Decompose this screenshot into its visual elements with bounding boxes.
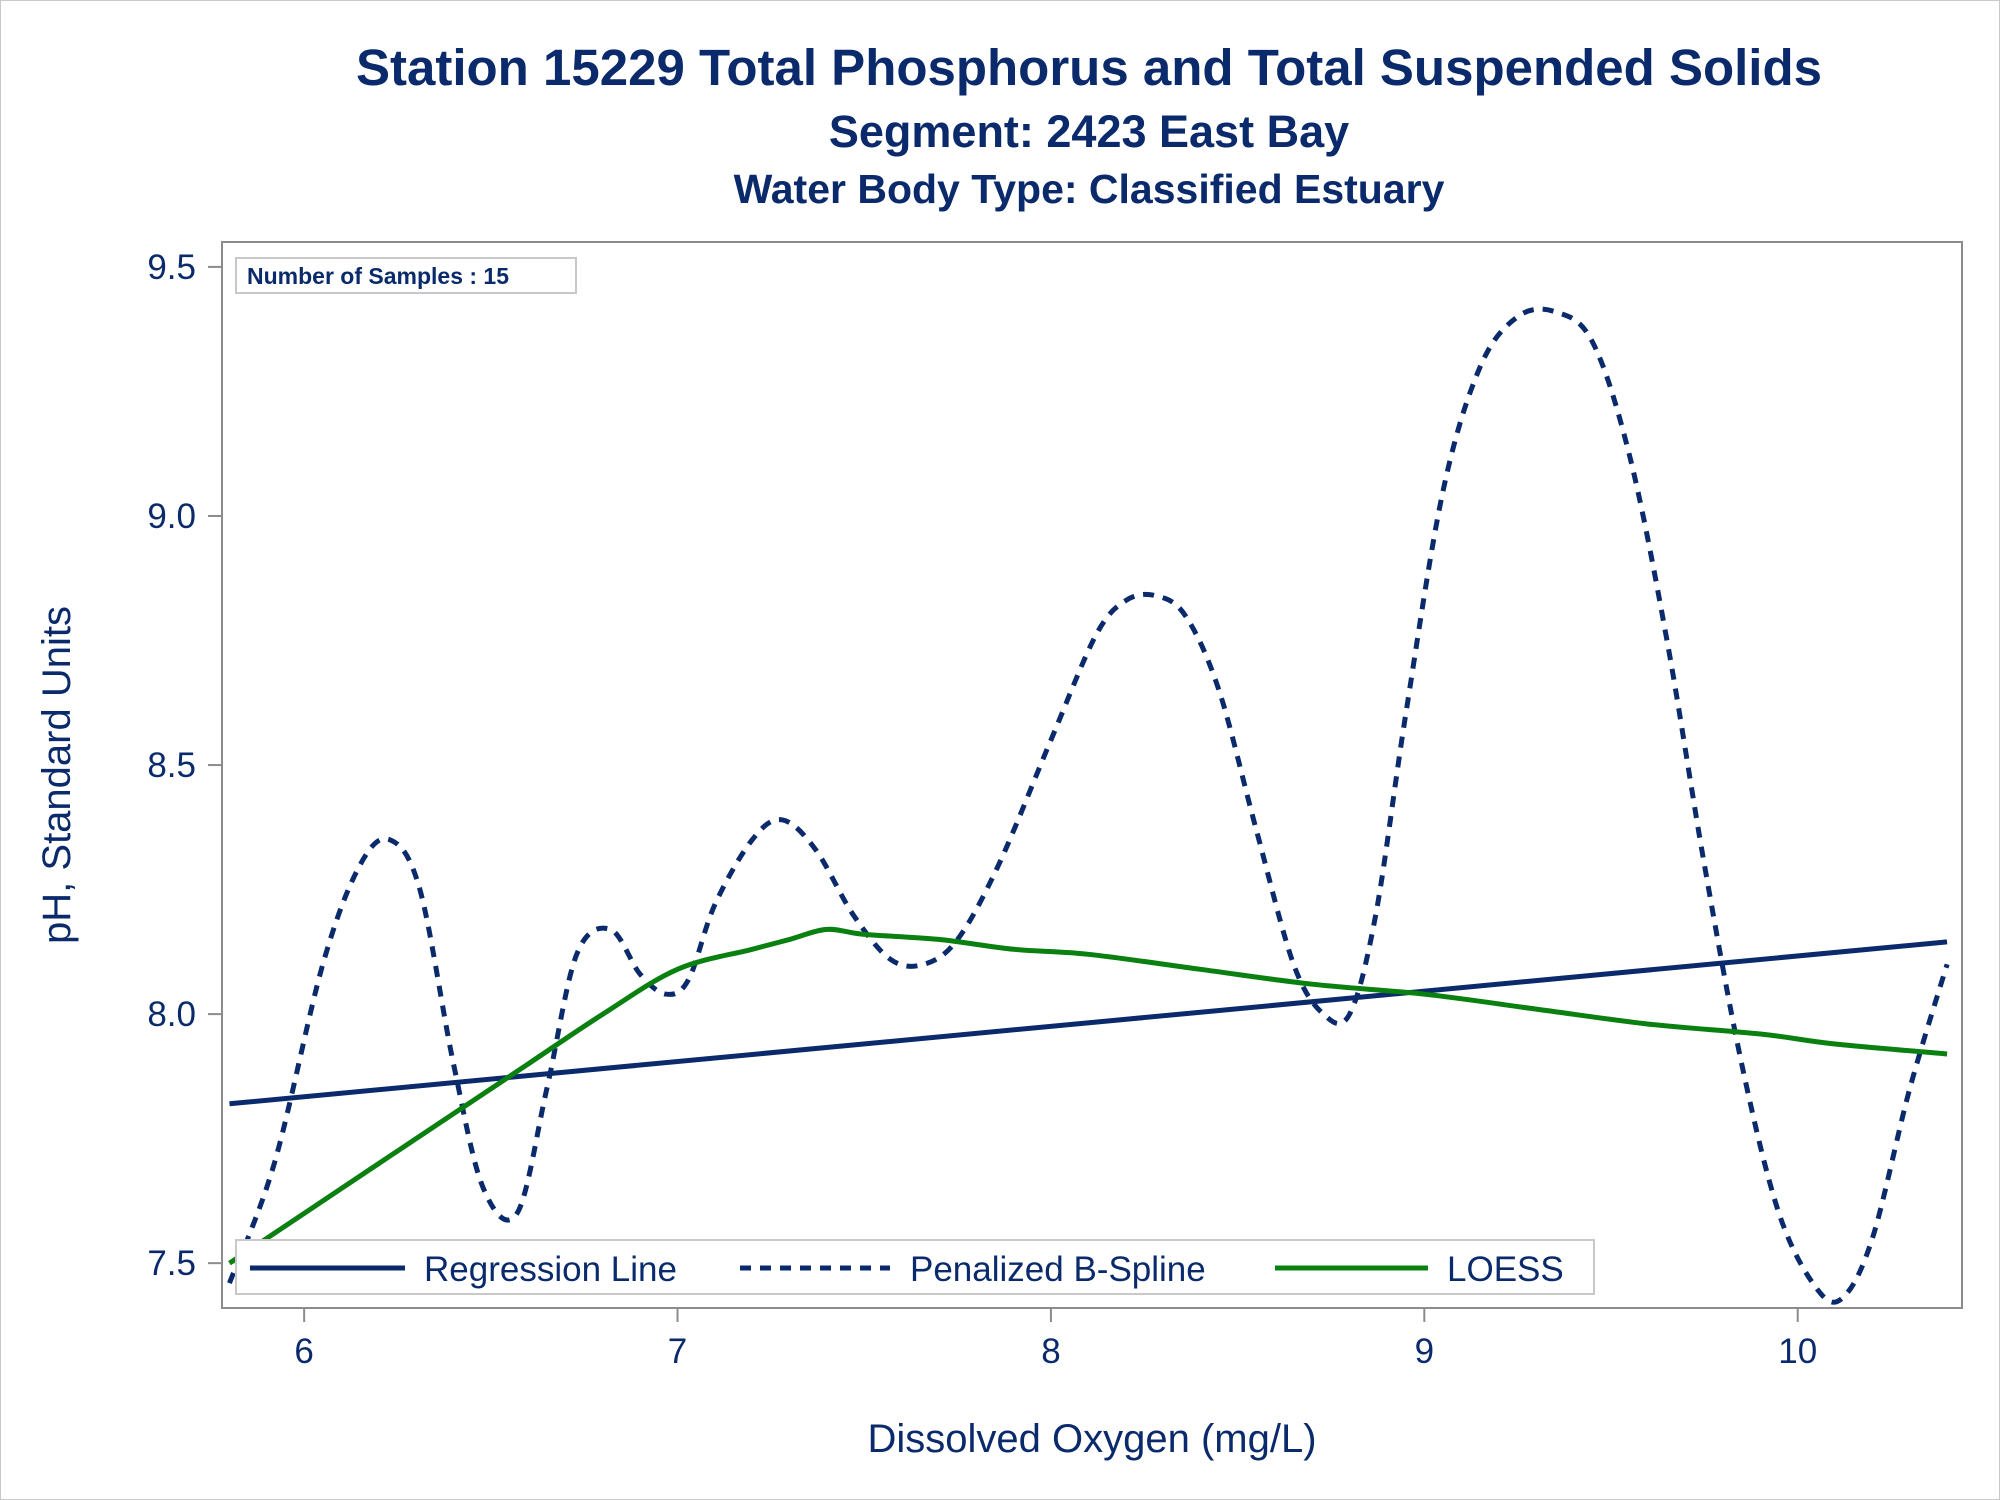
sample-count-inset: Number of Samples : 15 xyxy=(235,257,577,294)
y-axis-label: pH, Standard Units xyxy=(35,606,79,944)
sample-count-box xyxy=(235,257,577,294)
series-layer xyxy=(227,306,1950,1305)
x-tick-label: 7 xyxy=(668,1332,687,1371)
sample-count-label: Number of Samples : 15 xyxy=(247,263,509,289)
x-axis-ticks: 6 7 8 9 10 xyxy=(294,1308,1817,1371)
legend-label-penalized-b-spline-line: Penalized B-Spline xyxy=(910,1250,1206,1289)
y-tick-label: 9.5 xyxy=(147,248,196,287)
chart-subtitle-water-body: Water Body Type: Classified Estuary xyxy=(733,166,1445,212)
x-tick-label: 8 xyxy=(1041,1332,1060,1371)
x-tick-label: 9 xyxy=(1415,1332,1434,1371)
plot-area-frame xyxy=(221,241,1963,1309)
y-tick-label: 7.5 xyxy=(147,1244,196,1283)
y-tick-label: 9.0 xyxy=(147,497,196,536)
x-tick-label: 10 xyxy=(1778,1332,1817,1371)
y-tick-label: 8.0 xyxy=(147,995,196,1034)
x-axis-label: Dissolved Oxygen (mg/L) xyxy=(867,1417,1316,1461)
penalized-b-spline-line xyxy=(227,306,1950,1305)
y-tick-label: 8.5 xyxy=(147,746,196,785)
chart-title: Station 15229 Total Phosphorus and Total… xyxy=(356,39,1822,96)
regression-line xyxy=(229,939,1948,1107)
legend-label-regression-line: Regression Line xyxy=(424,1250,677,1289)
y-axis-ticks: 7.5 8.0 8.5 9.0 9.5 xyxy=(147,248,222,1283)
chart-subtitle-segment: Segment: 2423 East Bay xyxy=(828,106,1350,157)
loess-line xyxy=(228,926,1948,1266)
legend-label-loess-line: LOESS xyxy=(1447,1250,1564,1289)
legend: Regression Line Penalized B-Spline LOESS xyxy=(235,1239,1595,1295)
x-tick-label: 6 xyxy=(294,1332,313,1371)
